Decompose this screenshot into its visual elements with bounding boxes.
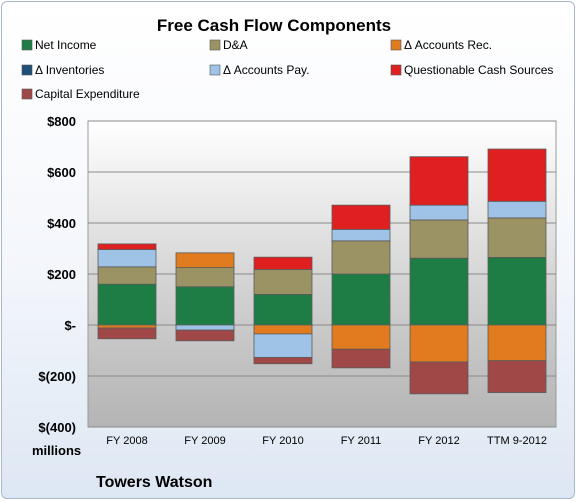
bar-segment-capital-expenditure <box>487 360 547 393</box>
y-tick-label: $- <box>64 318 76 333</box>
legend-label: Questionable Cash Sources <box>404 63 553 77</box>
bar-segment-accounts-pay <box>487 200 547 219</box>
bar-segment-d-a <box>175 267 235 288</box>
bar-segment-questionable-cash-sources <box>97 243 157 250</box>
company-name: Towers Watson <box>96 474 212 491</box>
bars <box>97 148 547 395</box>
bar-segment-accounts-pay <box>253 333 313 358</box>
gridlines <box>88 120 556 428</box>
legend-label: Δ Accounts Rec. <box>404 38 492 52</box>
bar-segment-capital-expenditure <box>175 329 235 342</box>
bar-segment-accounts-rec <box>175 252 235 269</box>
bar-segment-d-a <box>97 266 157 285</box>
bar-segment-questionable-cash-sources <box>409 156 469 206</box>
bar-segment-accounts-pay <box>409 204 469 221</box>
legend-swatch <box>209 64 221 76</box>
bar-segment-accounts-rec <box>409 324 469 363</box>
legend-item-inventories: Δ Inventories <box>21 63 104 77</box>
bar-segment-questionable-cash-sources <box>253 256 313 270</box>
bar-segment-accounts-rec <box>253 324 313 335</box>
legend-item-d-a: D&A <box>209 38 248 52</box>
y-axis-ticks: $800 $600 $400 $200 $- $(200) $(400) <box>38 114 76 435</box>
y-tick-label: $200 <box>47 267 76 282</box>
unit-label: millions <box>32 443 81 458</box>
legend-swatch <box>209 39 221 51</box>
legend-swatch <box>21 39 33 51</box>
legend-label: Δ Inventories <box>35 63 104 77</box>
x-tick-label: FY 2010 <box>262 435 303 447</box>
y-tick-label: $(200) <box>38 369 76 384</box>
bar-segment-net-income <box>97 283 157 326</box>
bar-segment-accounts-pay <box>175 324 235 331</box>
legend-swatch <box>390 64 402 76</box>
x-axis-ticks: FY 2008 FY 2009 FY 2010 FY 2011 FY 2012 TTM 9… <box>106 435 547 447</box>
bar-segment-d-a <box>409 219 469 259</box>
legend-label: D&A <box>223 38 248 52</box>
legend-label: Capital Expenditure <box>35 87 140 101</box>
x-tick-label: FY 2009 <box>184 435 225 447</box>
bar-segment-d-a <box>487 217 547 258</box>
bar-segment-capital-expenditure <box>97 327 157 340</box>
bar-segment-capital-expenditure <box>409 361 469 395</box>
bar-segment-net-income <box>331 273 391 326</box>
legend-item-capital-expenditure: Capital Expenditure <box>21 87 140 101</box>
bar-segment-net-income <box>409 257 469 326</box>
x-tick-label: FY 2012 <box>418 435 459 447</box>
legend: Net Income D&A Δ Accounts Rec. Δ Inventorie… <box>21 38 553 101</box>
bar-segment-accounts-pay <box>97 249 157 268</box>
bar-segment-questionable-cash-sources <box>331 204 391 230</box>
chart-title: Free Cash Flow Components <box>157 16 391 35</box>
legend-swatch <box>21 64 33 76</box>
bar-segment-accounts-pay <box>331 228 391 242</box>
legend-swatch <box>390 39 402 51</box>
x-tick-label: TTM 9-2012 <box>487 435 547 447</box>
bar-segment-d-a <box>331 240 391 275</box>
y-tick-label: $600 <box>47 165 76 180</box>
legend-item-net-income: Net Income <box>21 38 97 52</box>
bar-segment-questionable-cash-sources <box>487 148 547 202</box>
legend-item-accounts-pay: Δ Accounts Pay. <box>209 63 310 77</box>
legend-item-questionable-cash-sources: Questionable Cash Sources <box>390 63 553 77</box>
y-tick-label: $400 <box>47 216 76 231</box>
bar-segment-d-a <box>253 269 313 295</box>
x-tick-label: FY 2011 <box>341 435 382 447</box>
bar-segment-capital-expenditure <box>331 348 391 369</box>
bar-segment-accounts-rec <box>97 324 157 329</box>
bar-segment-accounts-rec <box>487 324 547 362</box>
x-tick-label: FY 2008 <box>106 435 147 447</box>
bar-segment-net-income <box>175 286 235 326</box>
y-tick-label: $(400) <box>38 420 76 435</box>
legend-label: Δ Accounts Pay. <box>223 63 310 77</box>
bar-segment-capital-expenditure <box>253 356 313 365</box>
legend-item-accounts-rec: Δ Accounts Rec. <box>390 38 492 52</box>
legend-swatch <box>21 88 33 100</box>
y-tick-label: $800 <box>47 114 76 129</box>
bar-segment-net-income <box>487 257 547 326</box>
bar-segment-net-income <box>253 293 313 326</box>
bar-segment-accounts-rec <box>331 324 391 350</box>
legend-label: Net Income <box>35 38 97 52</box>
